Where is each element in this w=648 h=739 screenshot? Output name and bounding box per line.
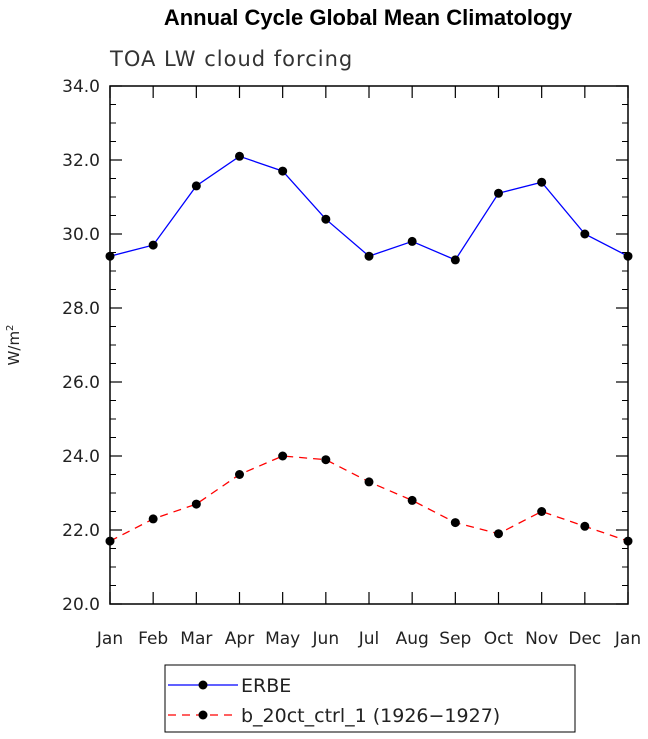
data-point [105, 251, 115, 261]
legend-marker [198, 710, 208, 720]
x-tick-label: Jan [96, 629, 123, 649]
y-tick-label: 22.0 [62, 521, 100, 541]
data-point [235, 151, 244, 161]
y-tick-label: 28.0 [62, 299, 100, 319]
legend: ERBE b_20ct_ctrl_1 (1926−1927) [164, 664, 576, 733]
data-point [191, 181, 201, 191]
x-tick-label: Mar [180, 629, 212, 649]
y-tick-label: 24.0 [62, 447, 100, 467]
legend-marker [198, 680, 208, 690]
x-tick-labels: Jan Feb Mar Apr May Jun Jul Aug Sep Oct Nov Dec Jan [96, 629, 641, 649]
x-tick-label: Aug [396, 629, 429, 649]
data-point [537, 177, 547, 187]
y-tick-label: 26.0 [62, 373, 100, 393]
data-point [148, 514, 158, 524]
series-layer [105, 151, 633, 546]
y-tick-label: 34.0 [62, 77, 100, 97]
legend-box [164, 664, 576, 733]
y-tick-label: 32.0 [62, 151, 100, 171]
x-tick-label: Dec [568, 629, 601, 649]
data-point [321, 214, 331, 224]
data-point [364, 477, 374, 487]
data-point [278, 451, 288, 461]
legend-label: b_20ct_ctrl_1 (1926−1927) [241, 705, 500, 727]
x-tick-label: Jul [358, 629, 380, 649]
x-tick-label: May [265, 629, 300, 649]
legend-label: ERBE [241, 675, 291, 697]
data-point [537, 507, 547, 516]
series-2 [105, 451, 633, 546]
y-tick-labels: 20.0 22.0 24.0 26.0 28.0 30.0 32.0 34.0 [62, 77, 100, 615]
y-axis-label: W/m2 [5, 325, 23, 366]
data-point [321, 455, 331, 465]
plot-frame [109, 85, 629, 605]
x-tick-label: Oct [484, 629, 514, 649]
legend-items: ERBE b_20ct_ctrl_1 (1926−1927) [168, 675, 500, 727]
data-point [364, 251, 374, 261]
series-1 [105, 151, 633, 265]
data-point [623, 536, 633, 546]
data-point [450, 518, 460, 528]
series-line [109, 455, 629, 542]
data-point [191, 499, 201, 509]
y-tick-label: 30.0 [62, 225, 100, 245]
x-tick-label: Jun [312, 629, 340, 649]
chart-title: Annual Cycle Global Mean Climatology [164, 5, 573, 30]
data-point [148, 240, 158, 250]
x-tick-label: Nov [525, 629, 558, 649]
series-line [109, 155, 629, 261]
x-tick-label: Jan [614, 629, 641, 649]
data-point [407, 495, 417, 505]
data-point [623, 251, 633, 261]
y-tick-label: 20.0 [62, 595, 100, 615]
chart-subtitle: TOA LW cloud forcing [109, 47, 353, 71]
data-point [105, 536, 115, 546]
data-point [494, 188, 503, 198]
y-axis-label-sup: 2 [5, 325, 16, 331]
data-point [278, 166, 288, 176]
data-point [407, 236, 417, 246]
data-point [235, 470, 244, 479]
x-tick-label: Sep [439, 629, 471, 649]
x-tick-label: Feb [138, 629, 168, 649]
data-point [580, 521, 590, 531]
x-tick-label: Apr [225, 629, 254, 649]
data-point [494, 529, 503, 539]
data-point [580, 229, 590, 239]
data-point [450, 255, 460, 265]
axis-ticks [109, 85, 629, 605]
